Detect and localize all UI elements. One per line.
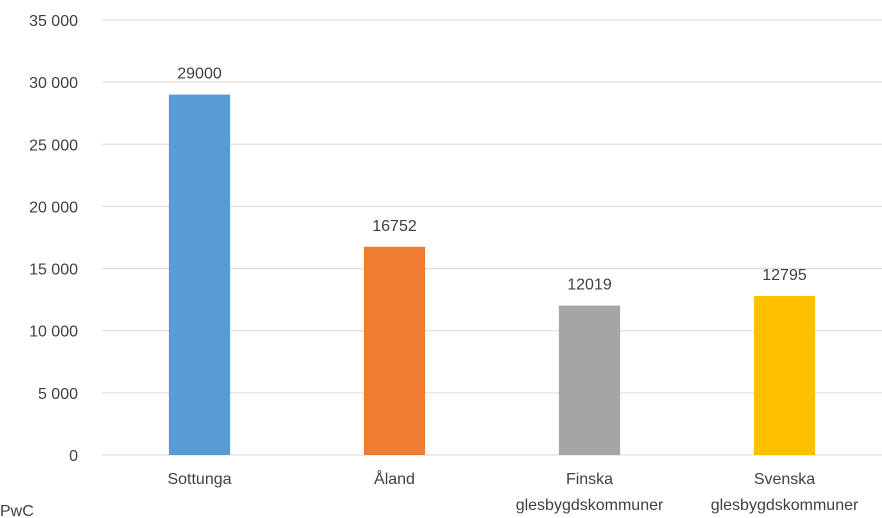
y-tick-label: 30 000 — [29, 75, 78, 92]
y-tick-label: 5 000 — [38, 386, 78, 403]
bar — [168, 94, 231, 456]
y-tick-label: 0 — [69, 448, 78, 465]
y-tick-label: 25 000 — [29, 137, 78, 154]
data-label: 12795 — [762, 267, 807, 284]
data-label: 16752 — [372, 218, 417, 235]
data-label: 12019 — [567, 277, 612, 294]
data-label: 29000 — [177, 66, 222, 83]
y-tick-label: 20 000 — [29, 199, 78, 216]
x-tick-label: Sottunga — [167, 471, 231, 488]
x-tick-label: Svenska glesbygdskommuner — [711, 471, 859, 514]
bar — [558, 305, 621, 455]
x-tick-label: Åland — [374, 469, 415, 488]
bar — [753, 295, 816, 455]
x-tick-label: Finska glesbygdskommuner — [516, 471, 664, 514]
y-tick-label: 10 000 — [29, 324, 78, 341]
y-tick-label: 15 000 — [29, 262, 78, 279]
y-tick-label: 35 000 — [29, 13, 78, 30]
bar — [363, 246, 426, 455]
source-note: PwC — [0, 503, 34, 518]
